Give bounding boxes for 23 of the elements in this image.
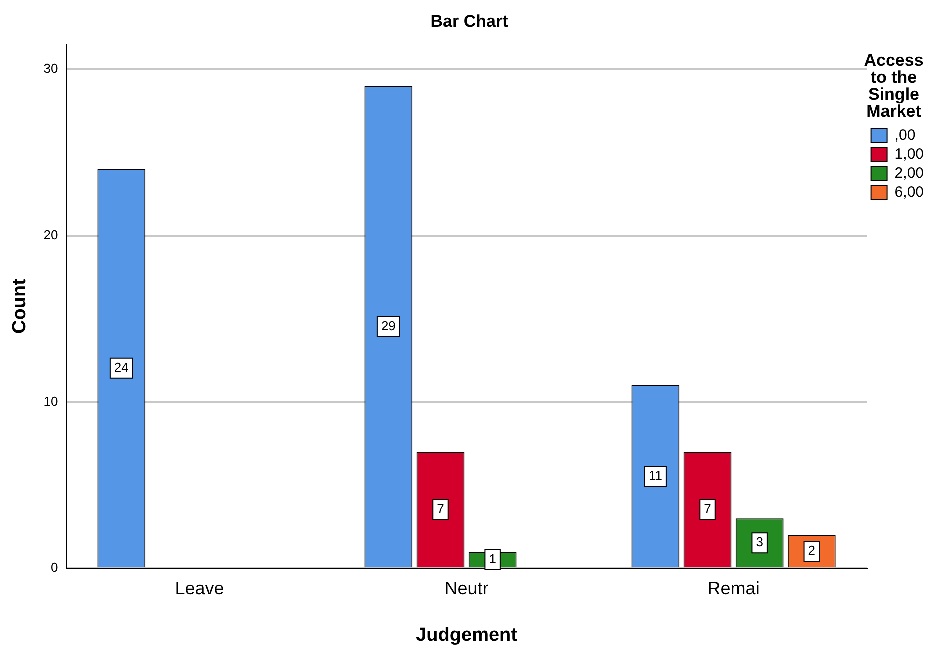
legend-title: Access to the Single Market [863, 51, 925, 121]
legend-label: 2,00 [894, 165, 924, 182]
x-tick-label: Leave [175, 578, 224, 598]
data-label: 1 [489, 551, 496, 566]
data-label: 24 [114, 360, 129, 375]
y-tick-label: 20 [44, 227, 58, 242]
x-axis-title: Judgement [416, 624, 518, 646]
data-label: 3 [756, 534, 764, 550]
y-tick-label: 0 [51, 560, 58, 576]
x-tick-label: Remai [708, 578, 760, 598]
data-label: 7 [437, 501, 444, 516]
data-label: 7 [704, 501, 712, 516]
data-label: 29 [381, 318, 396, 334]
y-axis-title: Count [10, 278, 31, 334]
data-label: 2 [808, 543, 816, 558]
legend-label: ,00 [894, 127, 916, 144]
data-label: 11 [648, 468, 662, 484]
x-tick-label: Neutr [444, 578, 489, 598]
legend-label: 1,00 [894, 146, 924, 164]
y-tick-label: 30 [44, 60, 58, 76]
y-tick-label: 10 [44, 394, 58, 409]
chart-title: Bar Chart [430, 12, 509, 31]
legend-label: 6,00 [894, 184, 924, 202]
